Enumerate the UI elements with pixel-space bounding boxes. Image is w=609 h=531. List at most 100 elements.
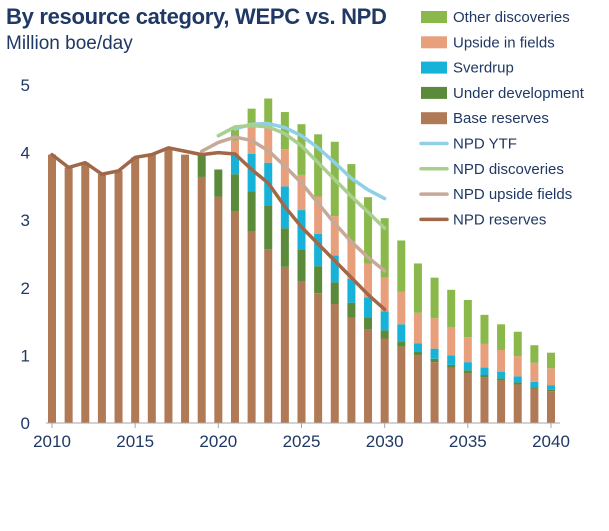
- bar-under-development-2028: [347, 302, 356, 318]
- line-layer: [50, 121, 387, 312]
- y-tick-label: 2: [21, 279, 30, 298]
- bar-under-development-2021: [230, 174, 239, 212]
- bar-base-reserves-2038: [513, 384, 522, 423]
- bar-upside-in-fields-2031: [397, 291, 406, 325]
- bar-under-development-2019: [197, 154, 206, 177]
- bar-layer: [48, 98, 555, 424]
- bar-base-reserves-2014: [114, 170, 123, 423]
- bar-base-reserves-2027: [330, 304, 339, 423]
- bar-sverdrup-2025: [297, 210, 306, 250]
- bar-under-development-2032: [413, 351, 422, 356]
- legend-label-base-reserves: Base reserves: [453, 110, 549, 127]
- bar-upside-in-fields-2028: [347, 241, 356, 280]
- y-tick-label: 0: [21, 414, 30, 433]
- bar-upside-in-fields-2036: [480, 343, 489, 368]
- bar-upside-in-fields-2039: [530, 362, 539, 382]
- bar-base-reserves-2023: [264, 249, 273, 423]
- bar-sverdrup-2040: [547, 385, 555, 390]
- legend-swatch-under-development: [421, 86, 447, 99]
- legend-label-npd-upside-fields: NPD upside fields: [453, 186, 572, 203]
- bar-sverdrup-2035: [463, 362, 472, 371]
- bar-upside-in-fields-2032: [413, 312, 422, 344]
- y-tick-label: 1: [21, 346, 30, 365]
- bar-under-development-2040: [547, 389, 555, 392]
- bar-under-development-2030: [380, 330, 389, 339]
- x-tick-label: 2035: [449, 432, 487, 451]
- x-tick-label: 2020: [199, 432, 237, 451]
- bar-base-reserves-2035: [463, 372, 472, 423]
- x-tick-label: 2025: [283, 432, 321, 451]
- bar-other-discoveries-2024: [280, 112, 289, 150]
- bar-under-development-2023: [264, 205, 273, 250]
- bar-other-discoveries-2029: [364, 197, 373, 264]
- legend-label-npd-ytf: NPD YTF: [453, 136, 517, 153]
- line-npd-reserves: [50, 146, 387, 312]
- bar-base-reserves-2029: [364, 329, 373, 423]
- bar-base-reserves-2031: [397, 346, 406, 423]
- bar-base-reserves-2010: [48, 154, 56, 424]
- x-tick-label: 2015: [116, 432, 154, 451]
- bar-sverdrup-2030: [380, 311, 389, 331]
- bar-other-discoveries-2032: [413, 263, 422, 313]
- y-tick-label: 4: [21, 144, 30, 163]
- bar-upside-in-fields-2040: [547, 368, 555, 386]
- bar-base-reserves-2030: [380, 338, 389, 423]
- bar-sverdrup-2026: [314, 233, 323, 267]
- bar-sverdrup-2039: [530, 381, 539, 388]
- bar-sverdrup-2028: [347, 279, 356, 303]
- chart-title: By resource category, WEPC vs. NPD: [6, 4, 387, 29]
- bar-upside-in-fields-2027: [330, 216, 339, 256]
- bar-other-discoveries-2025: [297, 124, 306, 175]
- bar-base-reserves-2025: [297, 281, 306, 423]
- bar-other-discoveries-2023: [264, 98, 273, 126]
- bar-under-development-2022: [247, 191, 256, 232]
- bar-sverdrup-2027: [330, 255, 339, 283]
- bar-under-development-2029: [364, 317, 373, 330]
- bar-base-reserves-2028: [347, 317, 356, 423]
- bar-other-discoveries-2036: [480, 314, 489, 344]
- line-npd-ytf: [233, 121, 387, 201]
- bar-upside-in-fields-2035: [463, 337, 472, 363]
- bar-sverdrup-2033: [430, 348, 439, 359]
- legend-label-npd-discoveries: NPD discoveries: [453, 161, 564, 178]
- bar-sverdrup-2032: [413, 343, 422, 352]
- bar-upside-in-fields-2030: [380, 277, 389, 312]
- line-npd-upside-fields: [199, 135, 387, 273]
- bar-other-discoveries-2033: [430, 277, 439, 319]
- bar-under-development-2026: [314, 266, 323, 294]
- legend-label-npd-reserves: NPD reserves: [453, 211, 546, 228]
- y-tick-label: 5: [21, 76, 30, 95]
- bar-under-development-2025: [297, 249, 306, 282]
- bar-under-development-2036: [480, 375, 489, 378]
- bar-other-discoveries-2026: [314, 134, 323, 197]
- bar-under-development-2039: [530, 387, 539, 389]
- bar-other-discoveries-2037: [497, 324, 506, 350]
- axes: 0 1 2 3 4 5 2010 2015 2020 2025 2030 2035 2040: [21, 76, 570, 451]
- bar-under-development-2024: [280, 228, 289, 267]
- x-tick-label: 2010: [33, 432, 71, 451]
- bar-base-reserves-2022: [247, 231, 256, 423]
- bar-under-development-2038: [513, 382, 522, 385]
- bar-base-reserves-2018: [181, 154, 190, 424]
- bar-under-development-2034: [447, 364, 456, 368]
- x-tick-label: 2030: [366, 432, 404, 451]
- bar-upside-in-fields-2026: [314, 196, 323, 234]
- bar-base-reserves-2015: [131, 157, 140, 423]
- bar-sverdrup-2036: [480, 367, 489, 376]
- chart-subtitle: Million boe/day: [6, 33, 133, 54]
- x-tick-label: 2040: [532, 432, 570, 451]
- bar-base-reserves-2034: [447, 367, 456, 423]
- bar-sverdrup-2021: [230, 155, 239, 175]
- bar-upside-in-fields-2034: [447, 327, 456, 356]
- bar-base-reserves-2017: [164, 147, 173, 424]
- bar-sverdrup-2029: [364, 297, 373, 318]
- bar-sverdrup-2022: [247, 153, 256, 192]
- bar-other-discoveries-2030: [380, 218, 389, 278]
- bar-upside-in-fields-2025: [297, 174, 306, 211]
- bar-base-reserves-2040: [547, 391, 555, 423]
- bar-base-reserves-2012: [81, 162, 90, 424]
- y-tick-label: 3: [21, 211, 30, 230]
- bar-under-development-2027: [330, 282, 339, 305]
- bar-under-development-2037: [497, 378, 506, 381]
